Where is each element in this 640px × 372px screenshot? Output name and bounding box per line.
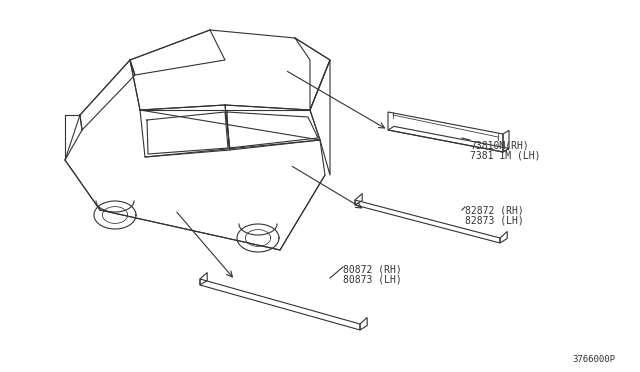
Text: 82873 (LH): 82873 (LH) <box>465 215 524 225</box>
Text: 80873 (LH): 80873 (LH) <box>343 275 402 285</box>
Text: 7381 1M (LH): 7381 1M (LH) <box>470 150 541 160</box>
Text: 82872 (RH): 82872 (RH) <box>465 205 524 215</box>
Text: 3766000P: 3766000P <box>572 355 615 364</box>
Text: 73810M(RH): 73810M(RH) <box>470 140 529 150</box>
Text: 80872 (RH): 80872 (RH) <box>343 265 402 275</box>
